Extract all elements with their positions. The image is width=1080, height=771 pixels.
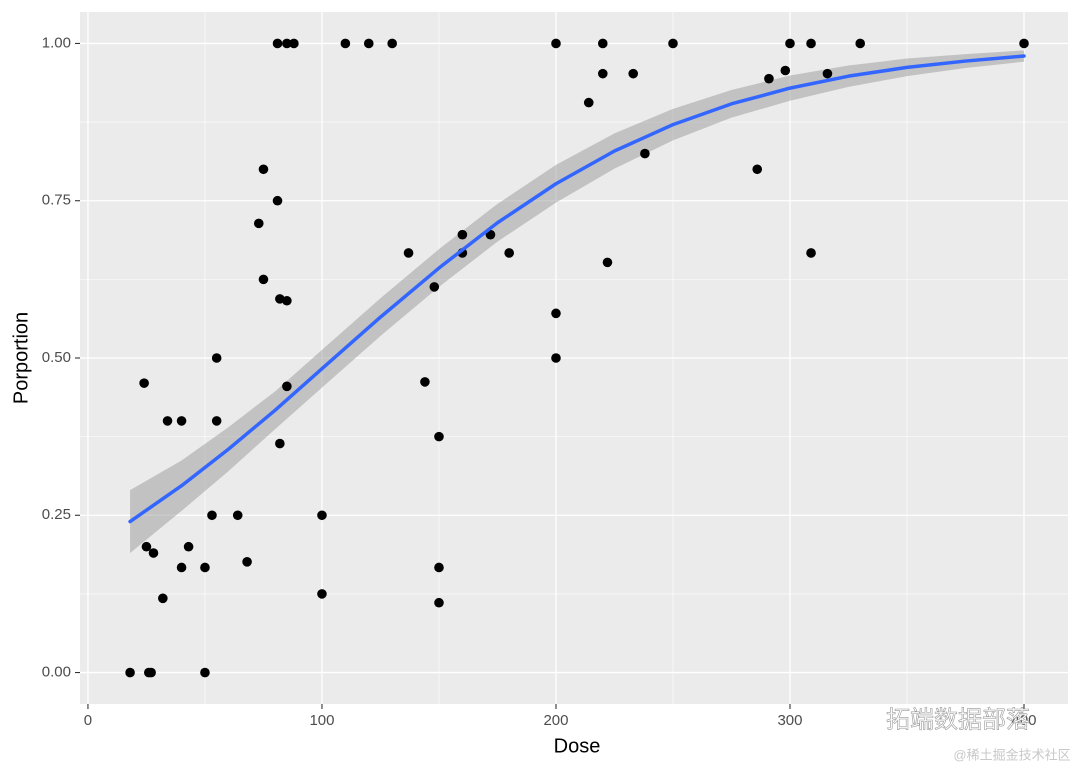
point [141,541,152,552]
point [434,431,444,442]
point [183,541,194,552]
x-tick-label: 300 [777,712,802,729]
point [158,593,168,604]
point [551,353,561,363]
x-tick-label: 400 [1011,712,1036,729]
point [602,257,613,268]
axes: 0 100 200 300 400 0.00 0.25 0.50 0.75 1.00 [42,34,1037,729]
point [504,248,514,258]
point [242,557,252,567]
point [340,38,351,49]
point [764,73,774,84]
x-tick-label: 0 [84,712,92,729]
point [282,38,292,49]
point [668,38,678,49]
y-tick-label: 0.75 [42,192,71,209]
y-tick-label: 0.25 [42,506,71,523]
point [485,229,496,240]
point [855,38,865,49]
point [780,65,791,76]
point [752,164,763,175]
point [317,510,327,521]
point [597,38,608,49]
point [232,510,243,521]
point [282,295,292,306]
point [551,308,561,319]
point [583,97,594,108]
point [211,353,222,363]
point [640,148,650,159]
point [363,38,374,49]
point [317,589,327,599]
point [200,667,210,678]
point [148,548,159,558]
watermark: @稀土掘金技术社区 [953,747,1070,762]
point [211,416,222,426]
y-tick-label: 0.50 [42,349,71,366]
point [272,38,283,49]
point [806,38,816,49]
x-tick-label: 100 [309,712,334,729]
point [253,218,264,229]
point [207,510,217,521]
point [125,667,135,678]
marks [125,38,1029,678]
x-tick-label: 200 [543,712,568,729]
point [420,377,430,387]
point [628,68,639,79]
y-tick-label: 0.00 [42,664,71,681]
y-axis-title: Porportion [10,312,32,404]
point [272,195,283,206]
point [139,378,149,388]
point [457,229,468,240]
point [403,248,414,258]
point [434,562,444,573]
point [176,562,187,573]
point [289,38,299,49]
point [597,68,608,79]
point [162,416,173,426]
fit-line [128,54,1026,524]
point [387,38,397,49]
point [282,381,292,392]
point [806,248,816,258]
point [258,164,269,175]
point [785,38,795,49]
point [146,667,156,678]
x-axis-title: Dose [554,735,601,757]
point [551,38,561,49]
point [200,562,210,573]
point [822,68,833,79]
point [275,438,285,449]
point [176,416,187,426]
point [258,274,269,285]
point [1019,38,1029,49]
point [429,282,440,292]
y-tick-label: 1.00 [42,34,71,51]
point [434,597,444,608]
watermark: 拓端数据部落 [886,706,1030,733]
